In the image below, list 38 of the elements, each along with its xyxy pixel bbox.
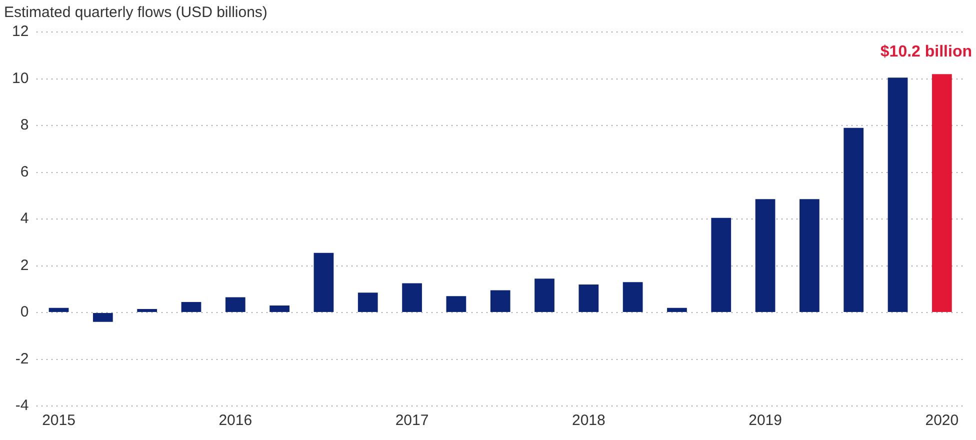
x-tick-label: 2015	[42, 412, 76, 430]
bar	[888, 78, 908, 312]
y-tick-label: -2	[15, 350, 29, 368]
bar	[181, 302, 202, 312]
y-tick-label: 2	[20, 256, 29, 274]
bar	[622, 282, 643, 312]
y-tick-label: 12	[12, 23, 29, 40]
y-tick-label: 10	[12, 70, 29, 87]
y-tick-label: 4	[20, 210, 29, 228]
bar	[270, 305, 290, 312]
bar	[490, 290, 510, 312]
bar	[534, 278, 554, 312]
bar	[711, 218, 732, 312]
y-tick-label: 6	[20, 163, 29, 180]
bar	[358, 292, 378, 312]
bar	[225, 297, 246, 312]
bar	[92, 313, 113, 322]
bar	[667, 308, 687, 312]
bar	[844, 128, 864, 312]
bar	[48, 308, 69, 312]
y-axis-title: Estimated quarterly flows (USD billions)	[4, 4, 268, 22]
bar	[578, 284, 599, 312]
x-tick-label: 2018	[572, 412, 606, 430]
bar	[402, 283, 422, 312]
bar	[800, 199, 820, 312]
bar	[446, 296, 466, 312]
bar	[314, 252, 334, 312]
x-tick-label: 2016	[218, 412, 252, 430]
y-tick-label: 8	[20, 116, 29, 134]
y-tick-label: 0	[20, 304, 29, 321]
y-tick-label: -4	[15, 397, 29, 414]
annotation: $10.2 billion	[880, 43, 972, 60]
bar	[932, 74, 952, 312]
x-tick-label: 2017	[395, 412, 429, 430]
x-tick-label: 2020	[925, 412, 959, 430]
x-tick-label: 2019	[748, 412, 782, 430]
bar	[755, 199, 776, 312]
bar	[137, 308, 158, 312]
